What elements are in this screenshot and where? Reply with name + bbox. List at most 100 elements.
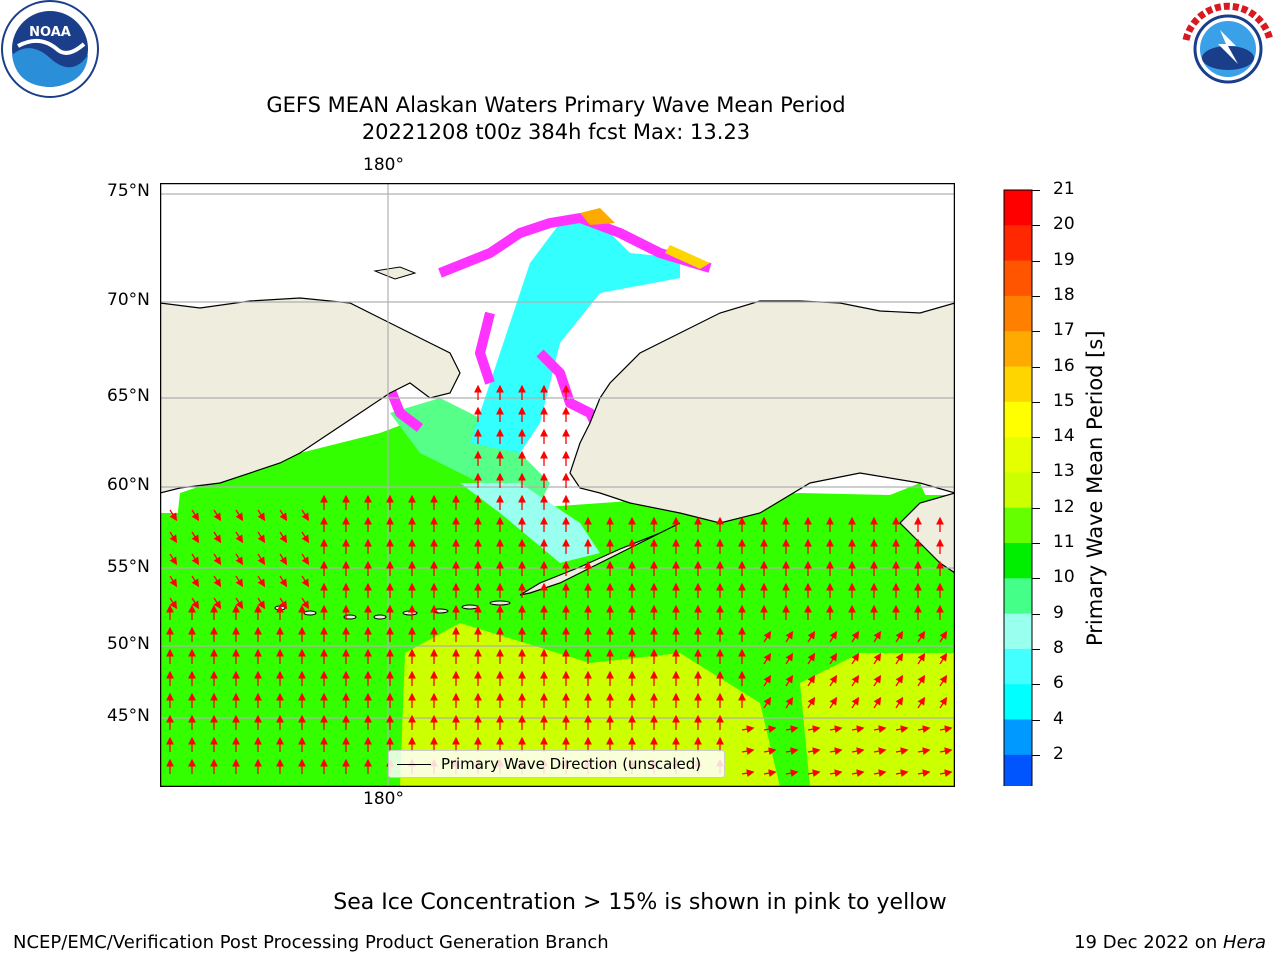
colorbar-tick-label: 12 <box>1053 496 1075 517</box>
wave-direction-arrow <box>829 652 838 665</box>
colorbar-swatch <box>1004 260 1032 297</box>
wave-direction-arrow <box>829 747 843 755</box>
wave-direction-arrow <box>917 630 926 643</box>
colorbar-swatch <box>1004 331 1032 367</box>
wave-direction-arrow <box>851 747 865 755</box>
colorbar-swatch <box>1004 719 1032 756</box>
wave-direction-arrow <box>895 747 909 755</box>
colorbar-label: Primary Wave Mean Period [s] <box>1083 330 1107 646</box>
colorbar-tick-mark <box>1032 437 1040 439</box>
wave-direction-arrow <box>279 509 288 522</box>
wave-direction-arrow <box>807 630 816 643</box>
wave-direction-arrow <box>873 725 887 733</box>
wave-direction-arrow <box>257 575 266 588</box>
wave-direction-arrow <box>785 769 799 777</box>
wave-direction-arrow <box>807 652 816 665</box>
wave-direction-arrow <box>279 597 288 610</box>
wave-direction-arrow <box>873 652 882 665</box>
wave-direction-arrow <box>829 630 838 643</box>
wave-direction-arrow <box>807 725 821 733</box>
wave-direction-arrow <box>235 575 244 588</box>
wave-direction-arrow <box>785 725 799 733</box>
colorbar-tick-label: 9 <box>1053 602 1064 623</box>
chart-subtitle: 20221208 t00z 384h fcst Max: 13.23 <box>361 120 751 144</box>
noaa-logo: NOAA <box>1 0 99 98</box>
wave-direction-arrow <box>741 747 755 755</box>
colorbar-tick-label: 2 <box>1053 743 1064 764</box>
colorbar-tick-mark <box>1032 613 1040 615</box>
colorbar-tick-mark <box>1032 366 1040 368</box>
wave-direction-arrow <box>873 630 882 643</box>
colorbar-tick-mark <box>1032 401 1040 403</box>
wave-direction-arrow <box>851 696 860 709</box>
wave-direction-arrow <box>235 597 244 610</box>
wave-direction-arrow <box>873 696 882 709</box>
colorbar-tick-label: 8 <box>1053 637 1064 658</box>
wave-direction-arrow <box>191 575 200 588</box>
lat-label-50n: 50°N <box>107 634 150 654</box>
wave-direction-arrow <box>301 575 310 588</box>
colorbar-tick-mark <box>1032 260 1040 262</box>
wave-direction-arrow <box>301 553 310 566</box>
wave-direction-arrow <box>279 531 288 544</box>
wave-direction-arrow <box>917 747 931 755</box>
wave-direction-arrow <box>257 509 266 522</box>
colorbar-tick-mark <box>1032 578 1040 580</box>
colorbar-swatch <box>1004 437 1032 473</box>
colorbar-tick-mark <box>1032 331 1040 333</box>
wave-direction-arrow <box>895 630 904 643</box>
colorbar-tick-mark <box>1032 719 1040 721</box>
svg-text:NOAA: NOAA <box>29 25 71 40</box>
wave-direction-arrow <box>169 553 178 566</box>
wave-direction-arrow <box>807 674 816 687</box>
wave-direction-arrow <box>169 597 178 610</box>
colorbar-tick-mark <box>1032 507 1040 509</box>
wave-direction-arrow <box>829 674 838 687</box>
colorbar-tick-mark <box>1032 295 1040 297</box>
wave-direction-arrow <box>939 674 948 687</box>
wave-direction-arrow <box>895 769 909 777</box>
wave-direction-arrow <box>235 509 244 522</box>
colorbar-swatch <box>1004 190 1032 226</box>
colorbar-tick-label: 18 <box>1053 284 1075 305</box>
wave-direction-arrow <box>213 531 222 544</box>
wave-direction-arrow <box>917 652 926 665</box>
wave-direction-arrow <box>191 553 200 566</box>
colorbar-swatch <box>1004 507 1032 544</box>
wave-direction-arrow <box>851 630 860 643</box>
footer-date: 19 Dec 2022 on Hera <box>1074 932 1266 953</box>
colorbar-tick-label: 19 <box>1053 249 1075 270</box>
map-legend: Primary Wave Direction (unscaled) <box>388 750 725 778</box>
lat-label-75n: 75°N <box>107 181 150 201</box>
wave-direction-arrow <box>763 696 772 709</box>
wave-direction-arrow <box>829 725 843 733</box>
wave-direction-arrow <box>829 769 843 777</box>
wave-direction-arrow <box>763 630 772 643</box>
wave-direction-arrow <box>807 769 821 777</box>
legend-label: Primary Wave Direction (unscaled) <box>441 755 702 773</box>
wave-direction-arrow <box>851 652 860 665</box>
wave-period-map <box>160 183 955 787</box>
wave-direction-arrow <box>169 575 178 588</box>
lat-label-45n: 45°N <box>107 706 150 726</box>
wave-direction-arrow <box>279 575 288 588</box>
colorbar-tick-label: 11 <box>1053 532 1075 552</box>
wave-direction-arrow <box>807 747 821 755</box>
nws-logo <box>1181 2 1275 96</box>
wave-direction-arrow <box>917 769 931 777</box>
colorbar-swatch <box>1004 472 1032 509</box>
wave-direction-arrow <box>763 652 772 665</box>
wave-direction-arrow <box>257 531 266 544</box>
lon-label-bottom: 180° <box>363 789 404 809</box>
colorbar-swatch <box>1004 543 1032 579</box>
wave-direction-arrow <box>741 769 755 777</box>
wave-direction-arrow <box>191 597 200 610</box>
colorbar-tick-label: 17 <box>1053 320 1075 341</box>
colorbar-tick-label: 15 <box>1053 390 1075 411</box>
lat-label-65n: 65°N <box>107 386 150 406</box>
wave-direction-arrow <box>939 630 948 643</box>
wave-direction-arrow <box>917 725 931 733</box>
wave-direction-arrow <box>851 725 865 733</box>
wave-direction-arrow <box>169 509 178 522</box>
wave-direction-arrow <box>213 597 222 610</box>
